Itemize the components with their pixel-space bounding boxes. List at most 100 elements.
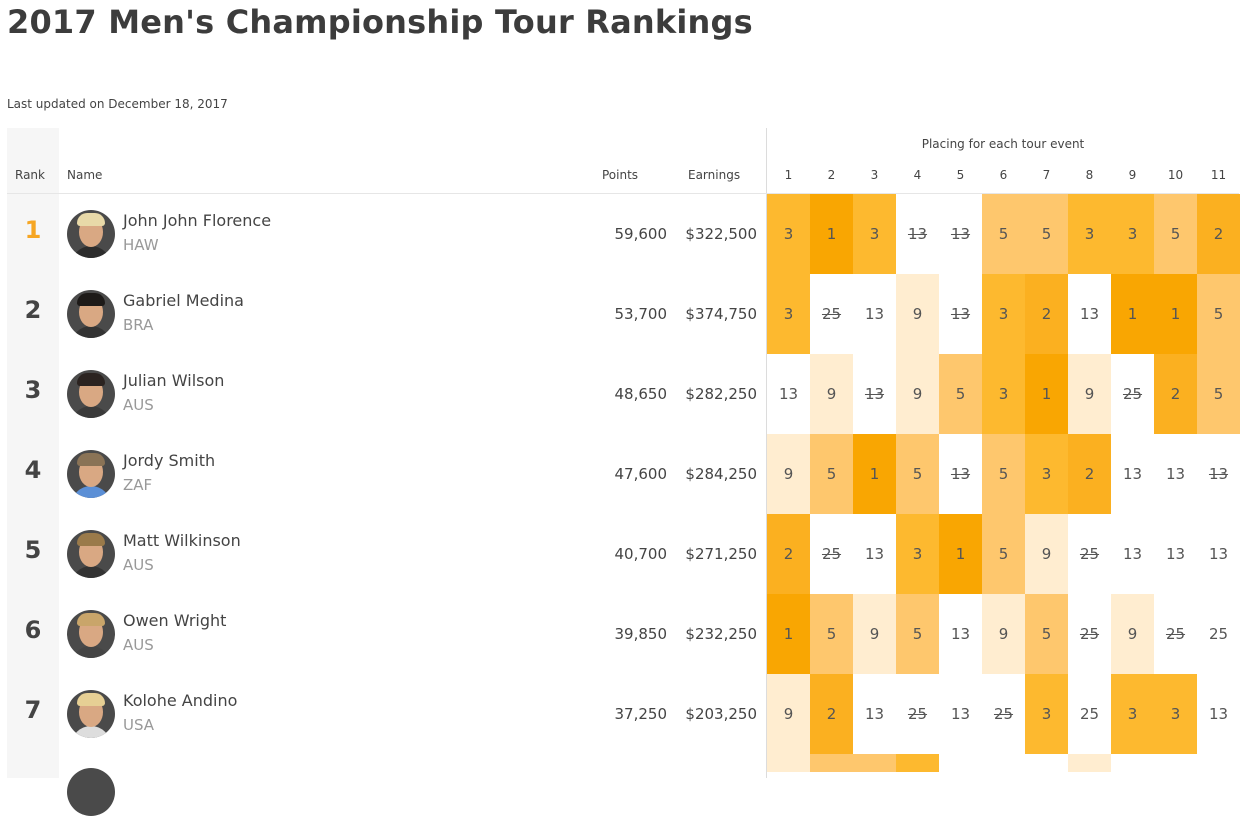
placing-cell: 13 [939,194,982,274]
placing-cell-partial [767,754,810,772]
rank-number: 6 [24,616,42,644]
athlete-points: 48,650 [614,385,668,403]
placing-cell: 5 [896,434,939,514]
placing-cell: 1 [939,514,982,594]
athlete-points: 37,250 [614,705,668,723]
placing-cell: 1 [767,594,810,674]
placing-cell: 25 [810,514,853,594]
athlete-earnings: $282,250 [685,385,757,403]
table-row[interactable]: 6 Owen Wright AUS 39,850 $232,250 1 5 9 5 13 9 5 25 9… [0,594,1246,674]
placing-cell: 13 [853,274,896,354]
athlete-name[interactable]: Owen Wright [123,611,227,630]
event-header-3[interactable]: 3 [870,168,879,182]
header-earnings[interactable]: Earnings [688,168,741,182]
placing-cell: 9 [810,354,853,434]
placing-cell: 25 [982,674,1025,754]
athlete-country: BRA [123,316,154,334]
athlete-country: AUS [123,396,154,414]
placing-cell: 3 [896,514,939,594]
event-header-2[interactable]: 2 [827,168,836,182]
placing-cell: 5 [1025,194,1068,274]
event-header-4[interactable]: 4 [913,168,922,182]
placing-cell: 5 [1197,354,1240,434]
placing-cell: 1 [1154,274,1197,354]
rank-number: 5 [24,536,42,564]
placing-cell: 2 [1025,274,1068,354]
placing-cell: 13 [853,354,896,434]
page-title: 2017 Men's Championship Tour Rankings [7,3,753,41]
table-row[interactable]: 2 Gabriel Medina BRA 53,700 $374,750 3 25 13 9 13… [0,274,1246,354]
athlete-name[interactable]: John John Florence [123,211,272,230]
placing-cell: 5 [939,354,982,434]
event-header-10[interactable]: 10 [1167,168,1184,182]
placing-cell: 25 [1068,594,1111,674]
table-row[interactable]: 3 Julian Wilson AUS 48,650 $282,250 13 9 13 9 5 3 1… [0,354,1246,434]
placing-cell: 1 [810,194,853,274]
table-row[interactable]: 4 Jordy Smith ZAF 47,600 $284,250 9 5 1 5 13 5 3 2 13… [0,434,1246,514]
header-name[interactable]: Name [67,168,103,182]
placing-cell: 13 [853,674,896,754]
event-header-1[interactable]: 1 [784,168,793,182]
placing-cell: 13 [1197,674,1240,754]
athlete-name[interactable]: Julian Wilson [123,371,225,390]
table-row[interactable]: 5 Matt Wilkinson AUS 40,700 $271,250 2 25 13 3 1 5… [0,514,1246,594]
avatar[interactable] [67,610,115,658]
placing-cell: 13 [1154,514,1197,594]
table-row[interactable]: 7 Kolohe Andino USA 37,250 $203,250 9 2 13 25 13 2… [0,674,1246,754]
event-header-11[interactable]: 11 [1210,168,1227,182]
placing-cell: 9 [896,354,939,434]
athlete-earnings: $374,750 [685,305,757,323]
placing-cell: 25 [1111,354,1154,434]
placing-cell: 3 [1025,674,1068,754]
event-header-8[interactable]: 8 [1085,168,1094,182]
placing-cell: 13 [1111,514,1154,594]
placing-column-divider [766,128,767,778]
placing-cell: 9 [1068,354,1111,434]
event-header-5[interactable]: 5 [956,168,965,182]
avatar[interactable] [67,370,115,418]
rank-number: 7 [24,696,42,724]
athlete-country: AUS [123,556,154,574]
placing-cell: 5 [982,434,1025,514]
athlete-name[interactable]: Kolohe Andino [123,691,238,710]
placing-cell: 25 [1068,514,1111,594]
placing-cell: 5 [1154,194,1197,274]
placing-cell: 9 [853,594,896,674]
placing-cell: 3 [767,274,810,354]
avatar[interactable] [67,690,115,738]
placing-cell: 25 [896,674,939,754]
avatar[interactable] [67,530,115,578]
rank-column-background [7,128,59,778]
header-points[interactable]: Points [602,168,639,182]
avatar[interactable] [67,210,115,258]
placing-cell: 13 [853,514,896,594]
table-row[interactable]: 1 John John Florence HAW 59,600 $322,500 3 1 3 1… [0,194,1246,274]
placing-cell: 13 [939,434,982,514]
placing-cell: 13 [1111,434,1154,514]
placing-cell: 13 [1197,514,1240,594]
event-header-6[interactable]: 6 [999,168,1008,182]
placing-cell: 3 [853,194,896,274]
athlete-name[interactable]: Jordy Smith [123,451,216,470]
placing-cell: 9 [767,674,810,754]
placing-cell: 3 [982,354,1025,434]
header-rank[interactable]: Rank [15,168,45,182]
placing-cell: 3 [1154,674,1197,754]
rank-number: 4 [24,456,42,484]
placing-cell: 2 [1068,434,1111,514]
placing-cell: 1 [1111,274,1154,354]
avatar[interactable] [67,768,115,816]
placing-cell: 5 [1197,274,1240,354]
placing-cell: 3 [767,194,810,274]
placing-cell: 9 [896,274,939,354]
athlete-name[interactable]: Gabriel Medina [123,291,244,310]
avatar[interactable] [67,450,115,498]
placing-cell: 3 [1068,194,1111,274]
event-header-7[interactable]: 7 [1042,168,1051,182]
event-header-9[interactable]: 9 [1128,168,1137,182]
placing-cell: 25 [1154,594,1197,674]
placing-cell: 5 [896,594,939,674]
avatar[interactable] [67,290,115,338]
athlete-name[interactable]: Matt Wilkinson [123,531,241,550]
athlete-country: ZAF [123,476,153,494]
